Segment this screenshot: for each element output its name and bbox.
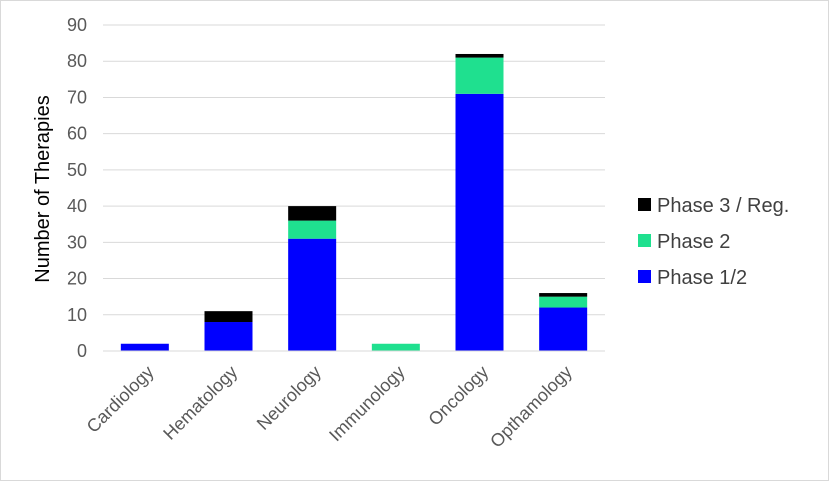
bar-segment bbox=[288, 238, 337, 351]
y-tick-label: 30 bbox=[67, 232, 87, 252]
legend-label: Phase 2 bbox=[657, 231, 730, 253]
y-tick-label: 40 bbox=[67, 196, 87, 216]
x-tick-label: Neurology bbox=[253, 362, 325, 434]
x-tick-label: Cardiology bbox=[83, 362, 158, 437]
bar-segment bbox=[288, 220, 337, 239]
x-tick-label: Oncology bbox=[424, 362, 492, 430]
bar-segment bbox=[539, 296, 588, 308]
bars bbox=[120, 53, 588, 352]
x-axis-ticks: Cardiology Hematology Neurology Immunology O… bbox=[83, 362, 576, 452]
bar-segment bbox=[371, 343, 420, 351]
y-tick-label: 20 bbox=[67, 269, 87, 289]
bar-segment bbox=[204, 322, 253, 351]
x-tick-label: Hematology bbox=[159, 362, 241, 444]
bar-segment bbox=[455, 93, 504, 352]
y-tick-label: 10 bbox=[67, 305, 87, 325]
legend-label: Phase 3 / Reg. bbox=[657, 195, 789, 217]
legend-swatch bbox=[638, 198, 651, 211]
y-axis-label: Number of Therapies bbox=[32, 95, 54, 283]
y-tick-label: 80 bbox=[67, 51, 87, 71]
bar-segment bbox=[120, 343, 169, 351]
bar-segment bbox=[539, 293, 588, 297]
bar-segment bbox=[455, 53, 504, 58]
x-tick-label: Opthamology bbox=[486, 362, 576, 452]
bar-segment bbox=[455, 57, 504, 94]
y-tick-label: 60 bbox=[67, 124, 87, 144]
y-axis-ticks: 0 10 20 30 40 50 60 70 80 90 bbox=[67, 15, 87, 361]
bar-segment bbox=[204, 311, 253, 323]
legend-label: Phase 1/2 bbox=[657, 267, 747, 289]
bar-segment bbox=[288, 206, 337, 221]
bar-segment bbox=[539, 307, 588, 351]
gridlines bbox=[103, 24, 605, 316]
legend: Phase 3 / Reg. Phase 2 Phase 1/2 bbox=[638, 195, 789, 289]
y-tick-label: 50 bbox=[67, 160, 87, 180]
legend-swatch bbox=[638, 234, 651, 247]
y-tick-label: 70 bbox=[67, 87, 87, 107]
x-tick-label: Immunology bbox=[325, 362, 408, 445]
y-tick-label: 90 bbox=[67, 15, 87, 35]
y-tick-label: 0 bbox=[77, 341, 87, 361]
legend-swatch bbox=[638, 270, 651, 283]
